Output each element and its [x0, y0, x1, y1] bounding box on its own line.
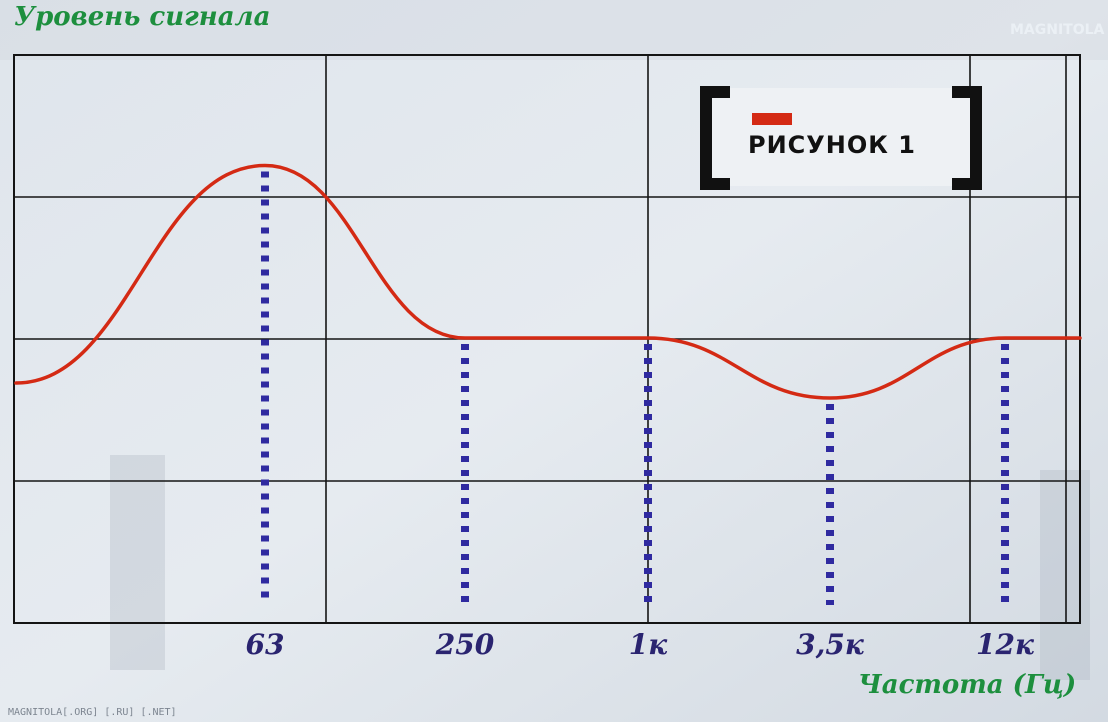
y-axis-label: Уровень сигнала	[14, 2, 271, 32]
figure-label-box	[700, 86, 982, 190]
x-tick-label: 12к	[976, 628, 1035, 661]
x-tick-label: 3,5к	[796, 628, 865, 661]
x-tick-labels: 63 250 1к 3,5к 12к	[246, 628, 1035, 661]
x-tick-label: 250	[435, 628, 495, 661]
watermark-bottom: MAGNITOLA[.ORG] [.RU] [.NET]	[8, 707, 177, 718]
figure-label: РИСУНОК 1	[748, 131, 916, 159]
x-tick-label: 63	[246, 628, 285, 661]
x-tick-label: 1к	[629, 628, 668, 661]
figure-label-accent	[752, 113, 792, 125]
x-axis-label: Частота (Гц)	[858, 670, 1077, 700]
response-curve	[14, 163, 1082, 400]
watermark-top: MAGNITOLA	[1010, 22, 1105, 38]
frequency-markers	[261, 171, 1009, 605]
